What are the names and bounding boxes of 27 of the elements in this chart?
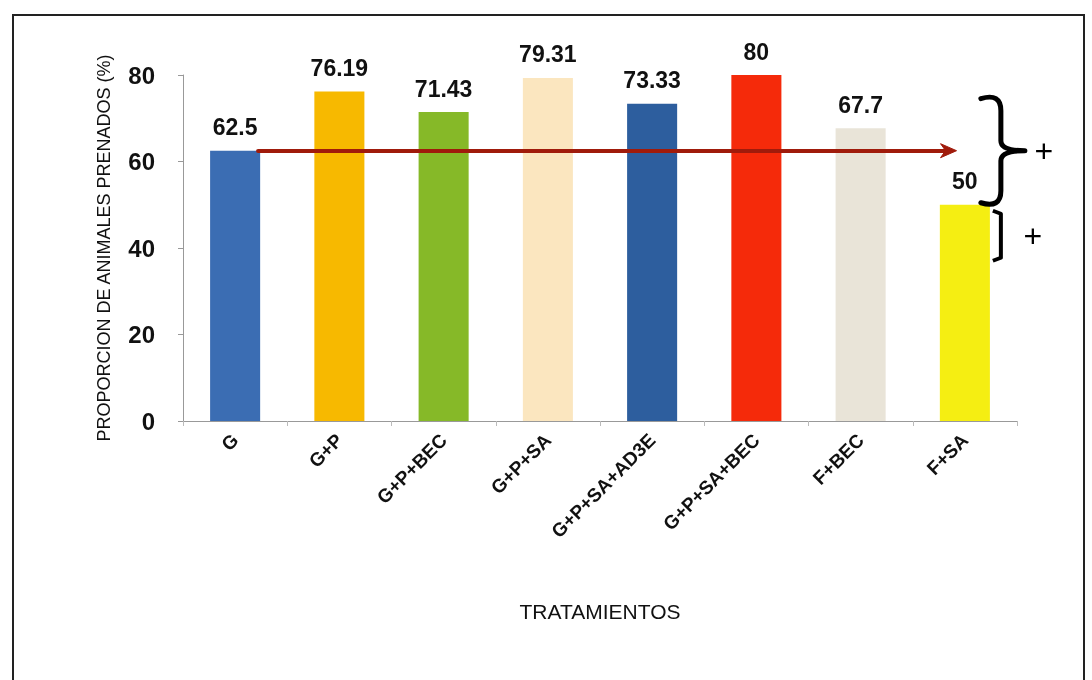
- text: +: [1023, 217, 1043, 254]
- data-label: 76.19: [310, 54, 369, 81]
- y-tick-label: 20: [128, 321, 155, 348]
- y-axis-title: PROPORCION DE ANIMALES PRENADOS (%): [94, 54, 114, 442]
- data-label: 62.5: [212, 114, 258, 141]
- data-label: 67.7: [838, 91, 884, 118]
- bar: [418, 112, 469, 421]
- bar: [314, 91, 365, 421]
- y-tick-label: 40: [128, 234, 155, 262]
- data-label: 73.33: [623, 67, 681, 94]
- bar: [835, 128, 886, 421]
- bar: [627, 103, 678, 421]
- y-tick-label: 0: [141, 407, 155, 435]
- y-tick-label: 80: [128, 61, 155, 89]
- data-label: 71.43: [414, 75, 473, 102]
- bar: [522, 77, 573, 421]
- data-label: 50: [952, 168, 978, 195]
- data-label: 79.31: [519, 41, 577, 68]
- bar: [210, 150, 261, 421]
- x-tick-label: G: [217, 429, 243, 455]
- y-tick-label: 60: [128, 148, 155, 175]
- x-axis-title: TRATAMIENTOS: [519, 600, 681, 623]
- data-label: 80: [743, 38, 770, 65]
- x-tick-label: G+P: [304, 429, 348, 472]
- bar: [731, 75, 782, 421]
- text: +: [1034, 132, 1054, 169]
- bar: [939, 204, 990, 421]
